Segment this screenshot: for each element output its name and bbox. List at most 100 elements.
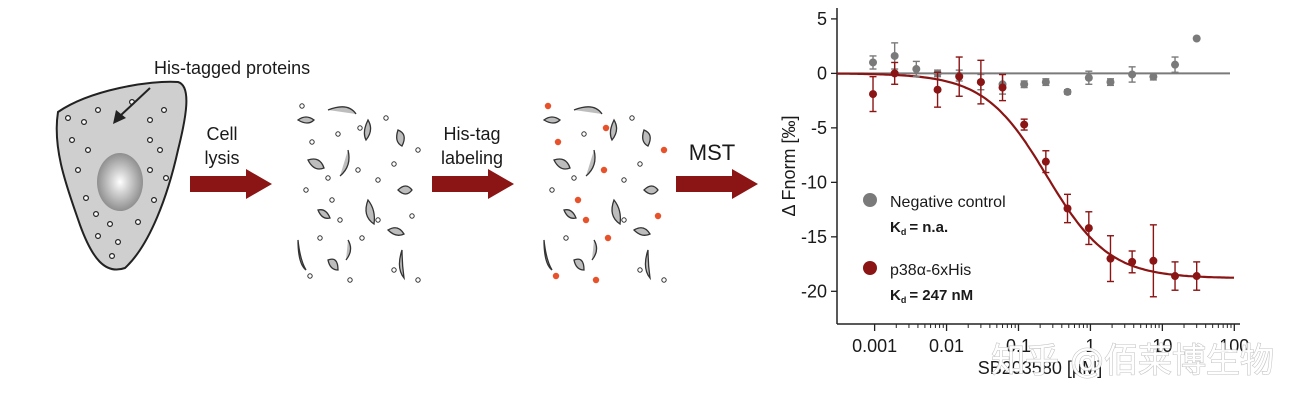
protein-dot bbox=[409, 213, 415, 219]
y-tick-label: -20 bbox=[801, 281, 827, 301]
p38-data-point bbox=[1106, 254, 1115, 263]
step2-line2: labeling bbox=[441, 148, 503, 168]
labeled-dot bbox=[602, 124, 610, 132]
pointer-arrow-head bbox=[113, 110, 126, 124]
protein-dot bbox=[549, 187, 555, 193]
protein-fragment bbox=[573, 106, 603, 115]
protein-fragment bbox=[296, 116, 315, 124]
protein-fragment bbox=[542, 116, 561, 124]
p38-data-point bbox=[1192, 272, 1201, 281]
cell-label: His-tagged proteins bbox=[154, 58, 310, 78]
protein-dot bbox=[317, 235, 323, 241]
protein-fragment bbox=[365, 198, 376, 226]
protein-dot bbox=[135, 219, 142, 226]
labeled-dot bbox=[660, 146, 668, 154]
protein-dot bbox=[383, 115, 389, 121]
p38-data-point bbox=[1063, 204, 1072, 213]
protein-dot bbox=[74, 167, 81, 174]
step-his-tag-labeling: His-tag labeling bbox=[432, 124, 514, 199]
protein-dot bbox=[68, 137, 75, 144]
p38-data-point bbox=[1149, 256, 1158, 265]
step1-line2: lysis bbox=[205, 148, 240, 168]
protein-fragment bbox=[611, 198, 622, 226]
protein-dot bbox=[375, 217, 381, 223]
protein-fragment bbox=[307, 158, 325, 170]
protein-dot bbox=[637, 161, 643, 167]
protein-dot bbox=[108, 253, 115, 260]
protein-dot bbox=[337, 217, 343, 223]
x-axis-label: SB203580 [µM] bbox=[978, 358, 1102, 378]
negative-control-data-point bbox=[869, 58, 878, 67]
protein-fragment bbox=[327, 258, 339, 271]
protein-dot bbox=[147, 116, 154, 123]
protein-dot bbox=[347, 277, 353, 283]
protein-dot bbox=[163, 175, 170, 182]
protein-fragment bbox=[644, 249, 651, 281]
protein-dot bbox=[415, 277, 421, 283]
arrow-icon bbox=[190, 169, 272, 199]
pointer-arrow-line bbox=[119, 87, 151, 117]
labeled-dot bbox=[654, 212, 662, 220]
negative-control-data-point bbox=[1149, 72, 1158, 81]
p38-data-point bbox=[1041, 157, 1050, 166]
protein-fragment bbox=[317, 209, 331, 219]
protein-fragment bbox=[397, 185, 413, 195]
y-tick-label: -10 bbox=[801, 172, 827, 192]
protein-fragment bbox=[543, 239, 553, 271]
protein-dot bbox=[94, 106, 101, 113]
arrow-icon bbox=[432, 169, 514, 199]
legend-label-negative-control: Negative control bbox=[890, 194, 1006, 211]
labeled-dot bbox=[604, 234, 612, 242]
p38-data-point bbox=[890, 69, 899, 78]
protein-dot bbox=[359, 235, 365, 241]
legend-kd-negative-control: Kd = n.a. bbox=[890, 219, 948, 237]
protein-fragment bbox=[553, 158, 571, 170]
step-cell-lysis: Cell lysis bbox=[190, 124, 272, 199]
protein-dot bbox=[357, 125, 363, 131]
labeled-dot bbox=[574, 196, 582, 204]
protein-fragment bbox=[327, 106, 357, 115]
protein-dot bbox=[621, 177, 627, 183]
y-axis-label: Δ Fnorm [‰] bbox=[779, 115, 799, 216]
arrow-icon bbox=[676, 169, 758, 199]
protein-dot bbox=[391, 161, 397, 167]
protein-dot bbox=[84, 147, 91, 154]
x-tick-label: 10 bbox=[1152, 336, 1172, 356]
protein-dot bbox=[147, 137, 154, 144]
x-ticks: 0.001 0.01 0.1 1 10 100 bbox=[852, 324, 1249, 356]
p38-data-point bbox=[976, 78, 985, 87]
protein-fragment bbox=[573, 258, 585, 271]
protein-dot bbox=[303, 187, 309, 193]
x-tick-label: 0.01 bbox=[929, 336, 964, 356]
y-tick-label: -5 bbox=[811, 118, 827, 138]
p38-fit-curve bbox=[837, 72, 1234, 279]
negative-control-data-point bbox=[1192, 34, 1201, 43]
data-points-layer bbox=[869, 34, 1201, 298]
p38-data-point bbox=[998, 83, 1007, 92]
protein-dot bbox=[661, 277, 667, 283]
negative-control-data-point bbox=[1106, 78, 1115, 87]
negative-control-data-point bbox=[912, 65, 921, 74]
fit-curve-layer bbox=[837, 72, 1234, 279]
protein-fragment bbox=[642, 129, 651, 147]
negative-control-data-point bbox=[1128, 70, 1137, 79]
p38-data-point bbox=[1128, 257, 1137, 266]
protein-dot bbox=[64, 114, 71, 121]
p38-data-point bbox=[933, 85, 942, 94]
protein-dot bbox=[355, 167, 361, 173]
x-tick-label: 0.1 bbox=[1006, 336, 1031, 356]
labeled-dot bbox=[600, 166, 608, 174]
protein-dot bbox=[637, 267, 643, 273]
labeled-dot bbox=[554, 138, 562, 146]
protein-fragment bbox=[632, 227, 651, 236]
protein-fragment bbox=[563, 209, 577, 219]
y-tick-label: -15 bbox=[801, 227, 827, 247]
protein-dot bbox=[157, 147, 164, 154]
labeled-dot bbox=[544, 102, 552, 110]
cell: His-tagged proteins bbox=[55, 58, 310, 271]
y-tick-label: 5 bbox=[817, 9, 827, 29]
protein-dot bbox=[106, 221, 113, 228]
labeled-dot bbox=[552, 272, 560, 280]
step3-label: MST bbox=[689, 140, 735, 165]
